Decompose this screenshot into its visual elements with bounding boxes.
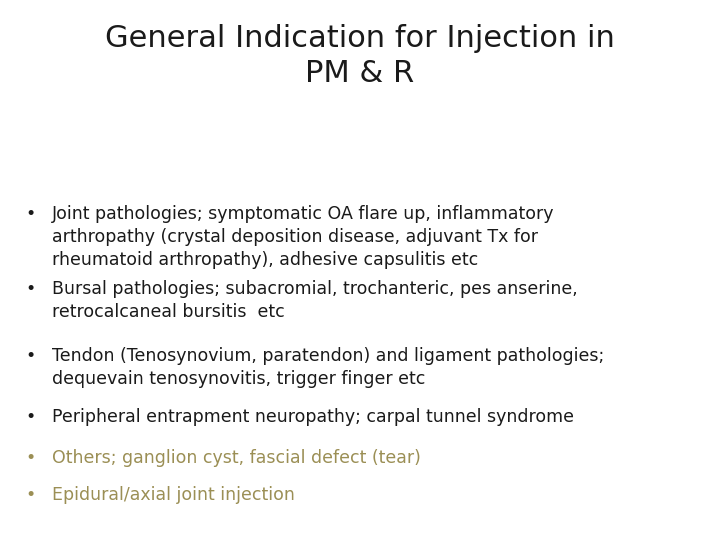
Text: •: • [25, 449, 35, 467]
Text: •: • [25, 205, 35, 223]
Text: Tendon (Tenosynovium, paratendon) and ligament pathologies;
dequevain tenosynovi: Tendon (Tenosynovium, paratendon) and li… [52, 347, 604, 388]
Text: General Indication for Injection in
PM & R: General Indication for Injection in PM &… [105, 24, 615, 88]
Text: •: • [25, 408, 35, 426]
Text: •: • [25, 486, 35, 504]
Text: Peripheral entrapment neuropathy; carpal tunnel syndrome: Peripheral entrapment neuropathy; carpal… [52, 408, 574, 426]
Text: Epidural/axial joint injection: Epidural/axial joint injection [52, 486, 294, 504]
Text: Others; ganglion cyst, fascial defect (tear): Others; ganglion cyst, fascial defect (t… [52, 449, 420, 467]
Text: Joint pathologies; symptomatic OA flare up, inflammatory
arthropathy (crystal de: Joint pathologies; symptomatic OA flare … [52, 205, 554, 269]
Text: •: • [25, 347, 35, 364]
Text: Bursal pathologies; subacromial, trochanteric, pes anserine,
retrocalcaneal burs: Bursal pathologies; subacromial, trochan… [52, 280, 577, 321]
Text: •: • [25, 280, 35, 298]
